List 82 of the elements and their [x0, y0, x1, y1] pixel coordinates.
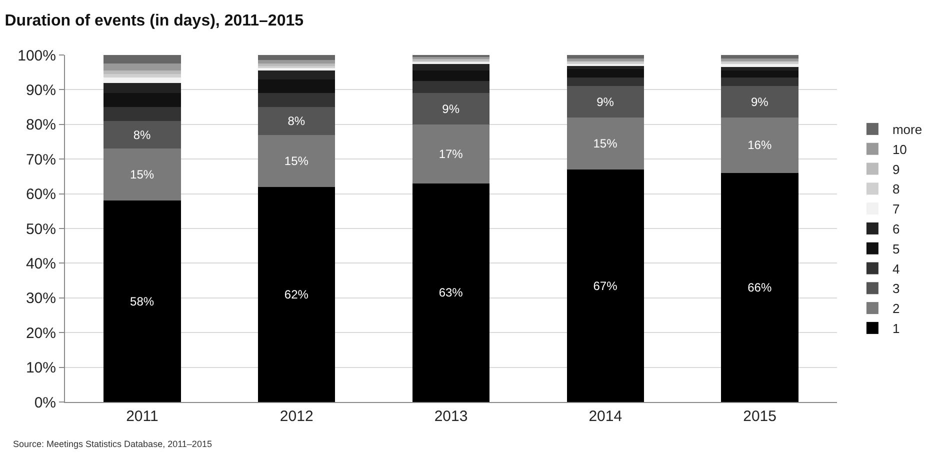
- legend-label: 10: [892, 142, 907, 157]
- x-tick-label: 2013: [434, 408, 468, 425]
- bar: [412, 93, 490, 124]
- bar: [104, 107, 181, 121]
- bar: [104, 74, 181, 78]
- bar: [412, 183, 490, 402]
- data-label: 66%: [748, 280, 772, 294]
- y-tick-label: 20%: [26, 324, 56, 342]
- legend-label: 1: [892, 321, 900, 336]
- bar: [721, 67, 798, 71]
- y-tick-label: 100%: [18, 47, 56, 64]
- x-tick-label: 2011: [126, 408, 158, 425]
- legend-label: 4: [892, 261, 900, 276]
- bar: [104, 82, 181, 94]
- bar: [258, 107, 336, 135]
- legend-label: more: [892, 122, 922, 138]
- bar: [104, 93, 181, 108]
- y-tick-label: 30%: [26, 290, 56, 308]
- bar: [104, 148, 181, 201]
- bar: [721, 70, 798, 78]
- bar: [258, 79, 336, 94]
- bar: [412, 70, 490, 82]
- y-tick-label: 50%: [26, 220, 56, 238]
- x-tick-label: 2014: [588, 408, 622, 425]
- bar: [721, 78, 798, 86]
- bar: [258, 55, 336, 60]
- legend-label: 2: [892, 301, 900, 316]
- y-tick-label: 40%: [26, 255, 56, 272]
- data-label: 17%: [438, 146, 464, 161]
- bar: [258, 186, 336, 402]
- bar: [566, 55, 644, 58]
- x-tick-label: 2015: [743, 408, 776, 425]
- bar: [258, 93, 336, 108]
- legend-label: 7: [892, 202, 900, 217]
- data-label: 9%: [596, 94, 614, 109]
- data-label: 63%: [438, 286, 464, 300]
- bar: [258, 70, 336, 80]
- bar: [566, 78, 644, 86]
- legend-label: 3: [892, 281, 900, 296]
- y-tick-label: 80%: [26, 116, 56, 134]
- bar: [412, 64, 490, 71]
- legend-label: 9: [892, 162, 900, 177]
- bar: [721, 117, 798, 173]
- y-tick-label: 90%: [26, 82, 56, 99]
- data-label: 9%: [442, 102, 460, 116]
- y-tick-label: 60%: [26, 186, 56, 204]
- bar: [104, 78, 181, 83]
- y-tick-label: 0%: [34, 394, 56, 412]
- y-tick-label: 70%: [26, 151, 56, 168]
- data-label: 58%: [130, 294, 154, 308]
- bar: [721, 55, 798, 58]
- data-label: 15%: [130, 168, 154, 182]
- data-label: 16%: [748, 138, 772, 152]
- bar: [721, 86, 798, 118]
- source-note: Source: Meetings Statistics Database, 2011–2015: [13, 439, 212, 449]
- bar: [258, 134, 336, 187]
- bar: [412, 124, 490, 184]
- chart-title: Duration of events (in days), 2011–2015: [4, 12, 304, 30]
- data-label: 15%: [284, 154, 309, 168]
- bar: [566, 86, 644, 118]
- bar: [258, 60, 336, 64]
- bar: [104, 70, 181, 74]
- bar: [104, 120, 181, 149]
- data-label: 15%: [593, 136, 618, 150]
- bar: [721, 172, 798, 402]
- y-tick-label: 10%: [26, 360, 56, 377]
- bar: [566, 68, 644, 78]
- data-label: 9%: [750, 94, 769, 109]
- x-tick-label: 2012: [280, 408, 314, 425]
- legend-label: 6: [892, 222, 900, 237]
- data-label: 62%: [284, 287, 309, 302]
- legend-label: 8: [892, 182, 900, 197]
- bar: [104, 64, 181, 71]
- legend-label: 5: [892, 241, 900, 256]
- bar: [566, 170, 644, 402]
- bar: [412, 81, 490, 94]
- data-label: 8%: [133, 128, 152, 142]
- bar: [104, 200, 181, 402]
- data-label: 8%: [288, 114, 306, 128]
- bar: [104, 55, 181, 64]
- data-label: 67%: [593, 278, 618, 293]
- bar: [566, 117, 644, 170]
